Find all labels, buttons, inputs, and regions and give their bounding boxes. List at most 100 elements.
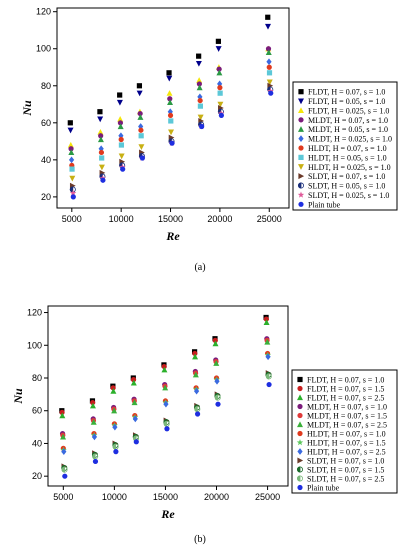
plot-frame [56, 7, 290, 209]
data-point [264, 338, 271, 345]
data-point-outline [265, 373, 272, 380]
data-point [199, 123, 205, 130]
data-point [263, 319, 270, 325]
data-point [217, 90, 223, 96]
data-point [117, 123, 124, 130]
chart-panel-a: 5000 10000 15000 20000 25000 20 40 60 80 100 120 Re… [20, 7, 398, 273]
data-point [194, 411, 201, 417]
data-point [112, 423, 118, 431]
data-point [136, 83, 143, 89]
legend-label: FLDT, H = 0.07, s = 1.0 [308, 88, 385, 97]
legend-marker [297, 394, 303, 401]
series-4 [68, 49, 272, 156]
legend-marker [297, 421, 303, 428]
data-point [215, 401, 221, 407]
series-12 [70, 90, 274, 200]
data-point [266, 70, 273, 76]
x-tick-label: 15000 [153, 492, 178, 502]
data-point [133, 439, 139, 445]
legend-label: HLDT, H = 0.07, s = 1.0 [308, 144, 387, 153]
legend-marker [297, 484, 303, 491]
data-point-outline [214, 394, 221, 401]
data-point [162, 384, 169, 391]
data-point [97, 109, 103, 115]
data-point [68, 146, 74, 152]
y-tick-label: 80 [41, 81, 51, 91]
legend-label: FLDT, H = 0.07, s = 1.0 [307, 376, 384, 385]
data-point [193, 387, 200, 395]
legend-label: MLDT, H = 0.07, s = 1.0 [307, 403, 387, 412]
data-point [98, 133, 104, 139]
series-0 [67, 14, 271, 126]
data-point [137, 114, 144, 120]
plot-frame [47, 305, 289, 487]
legend-label: HLDT, H = 0.05, s = 1.0 [308, 153, 387, 162]
data-point [92, 458, 99, 465]
data-point [167, 99, 174, 106]
legend-label: FLDT, H = 0.05, s = 1.0 [308, 97, 385, 106]
data-point [161, 363, 167, 370]
data-point [137, 110, 143, 117]
series-2 [59, 319, 270, 419]
legend-marker [298, 126, 304, 132]
data-point [168, 118, 174, 124]
legend-label: HLDT, H = 0.07, s = 1.5 [307, 439, 386, 448]
legend-marker [297, 403, 303, 410]
series-7 [69, 70, 273, 172]
legend-marker [298, 164, 304, 170]
data-point [197, 103, 203, 109]
data-point [197, 97, 203, 104]
y-tick-label: 120 [27, 308, 42, 318]
legend-box [292, 81, 398, 211]
legend-label: MLDT, H = 0.07, s = 1.5 [307, 412, 387, 421]
panel-label: (b) [194, 534, 206, 545]
legend-marker [298, 154, 304, 160]
legend-label: FLDT, H = 0.025, s = 1.0 [308, 106, 389, 115]
legend-marker [298, 89, 304, 95]
data-point [59, 412, 66, 419]
y-tick-label: 80 [32, 373, 42, 383]
data-point [68, 149, 75, 156]
data-point [90, 419, 97, 425]
legend-marker [297, 430, 303, 437]
legend-marker [297, 385, 303, 392]
data-point [265, 353, 271, 361]
data-point [67, 127, 74, 134]
data-point [218, 112, 224, 119]
data-point [130, 377, 137, 383]
y-axis-label: Nu [20, 100, 34, 117]
legend-marker [297, 448, 303, 455]
data-point [266, 58, 272, 66]
legend-marker [297, 376, 303, 383]
data-point [67, 141, 74, 148]
series-8 [69, 79, 273, 182]
data-point [62, 473, 68, 479]
legend-marker [298, 107, 304, 114]
data-point [192, 353, 199, 360]
data-point [61, 448, 67, 456]
legend-label: SLDT, H = 0.07, s = 1.0 [307, 457, 384, 466]
data-point [266, 381, 272, 388]
data-point [166, 75, 173, 82]
data-point [138, 127, 144, 133]
data-point [169, 140, 175, 146]
data-point [196, 77, 203, 83]
y-tick-label: 40 [32, 438, 42, 448]
data-point [118, 132, 124, 140]
legend-label: Plain tube [307, 484, 340, 493]
data-point [216, 69, 223, 76]
data-point [59, 409, 65, 415]
y-tick-label: 20 [32, 471, 42, 481]
data-point [266, 64, 272, 70]
x-tick-label: 25000 [255, 492, 280, 502]
x-tick-label: 5000 [53, 492, 73, 502]
data-point [197, 114, 204, 121]
data-point [265, 14, 271, 20]
x-tick-label: 10000 [109, 214, 134, 224]
legend-label: MLDT, H = 0.07, s = 1.0 [308, 116, 388, 125]
legend-label: SLDT, H = 0.05, s = 1.0 [308, 182, 385, 191]
legend-label: FLDT, H = 0.07, s = 1.5 [307, 385, 384, 394]
data-point [217, 85, 223, 91]
